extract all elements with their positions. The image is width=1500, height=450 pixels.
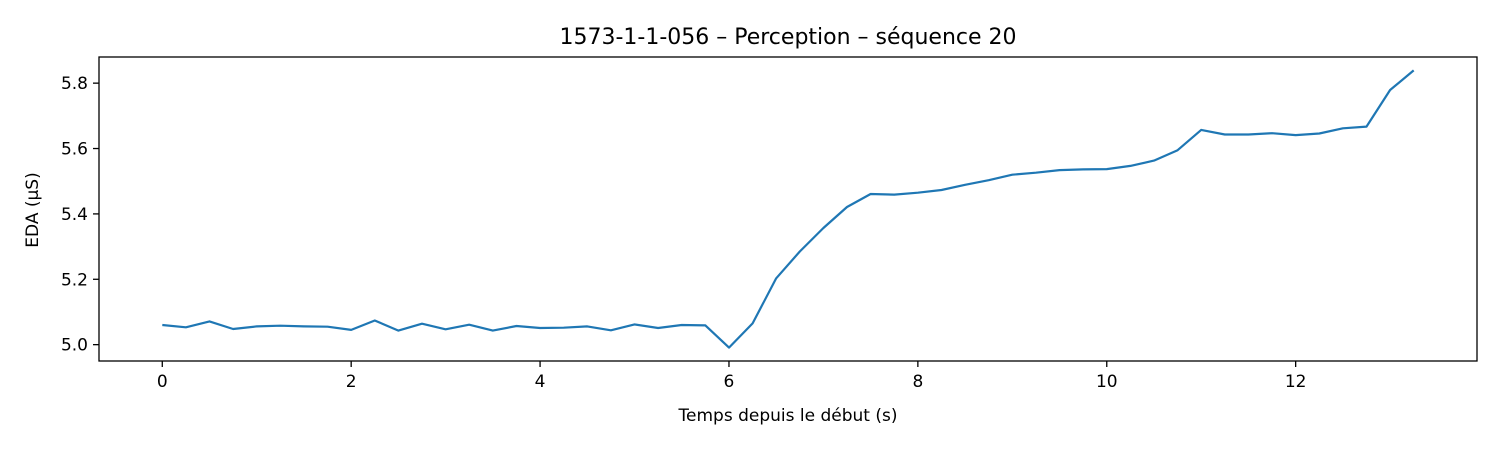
x-tick-label: 8 bbox=[912, 372, 923, 392]
y-axis-label: EDA (µS) bbox=[23, 172, 43, 247]
x-tick-label: 12 bbox=[1285, 372, 1307, 392]
chart-title: 1573-1-1-056 – Perception – séquence 20 bbox=[559, 25, 1016, 50]
y-tick-label: 5.4 bbox=[61, 205, 88, 225]
x-tick-label: 6 bbox=[724, 372, 735, 392]
y-tick-label: 5.2 bbox=[61, 270, 88, 290]
y-tick-label: 5.0 bbox=[61, 336, 88, 356]
y-axis: 5.0 5.2 5.4 5.6 5.8 bbox=[61, 74, 99, 356]
x-tick-label: 2 bbox=[346, 372, 357, 392]
y-tick-label: 5.6 bbox=[61, 140, 88, 160]
plot-area bbox=[98, 56, 1478, 362]
x-axis: 0 2 4 6 8 10 12 bbox=[157, 361, 1307, 392]
series-line-eda bbox=[162, 69, 1415, 349]
x-tick-label: 0 bbox=[157, 372, 168, 392]
x-tick-label: 4 bbox=[535, 372, 546, 392]
x-tick-label: 10 bbox=[1096, 372, 1118, 392]
plot-frame bbox=[98, 56, 1478, 362]
x-axis-label: Temps depuis le début (s) bbox=[678, 406, 898, 426]
y-tick-label: 5.8 bbox=[61, 74, 88, 94]
